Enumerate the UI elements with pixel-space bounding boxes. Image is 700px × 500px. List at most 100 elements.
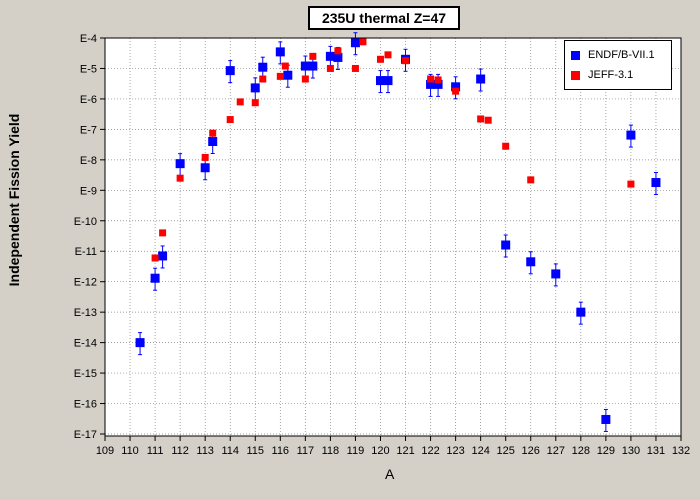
- data-point: [576, 307, 586, 317]
- data-point: [402, 57, 410, 65]
- x-tick-label: 109: [96, 445, 114, 457]
- legend-swatch-endf: [571, 50, 580, 60]
- x-tick-label: 110: [121, 445, 139, 457]
- y-tick-label: E-14: [74, 338, 97, 350]
- data-point: [200, 163, 210, 173]
- x-tick-label: 115: [246, 445, 264, 457]
- plot-area: [105, 38, 681, 436]
- y-tick-label: E-7: [80, 124, 97, 136]
- data-point: [208, 137, 218, 147]
- y-tick-label: E-10: [74, 216, 97, 228]
- data-point: [501, 240, 511, 250]
- data-point: [226, 116, 234, 124]
- data-point: [325, 51, 335, 61]
- y-tick-label: E-8: [80, 155, 97, 167]
- y-axis-label: Independent Fission Yield: [6, 113, 22, 287]
- data-point: [452, 87, 460, 95]
- data-point: [451, 82, 461, 92]
- data-point: [135, 338, 145, 348]
- y-tick-label: E-6: [80, 94, 97, 106]
- data-point: [201, 153, 209, 161]
- legend: ENDF/B-VII.1 JEFF-3.1: [564, 40, 672, 90]
- x-tick-label: 111: [147, 445, 164, 457]
- data-point: [326, 64, 334, 72]
- data-point: [281, 62, 289, 70]
- data-point: [350, 38, 360, 48]
- data-point: [236, 98, 244, 106]
- data-point: [376, 55, 384, 63]
- data-point: [651, 178, 661, 188]
- data-point: [426, 79, 436, 89]
- x-tick-label: 117: [297, 445, 315, 457]
- data-point: [383, 76, 393, 86]
- x-tick-label: 122: [421, 445, 439, 457]
- data-point: [150, 273, 160, 283]
- data-point: [175, 159, 185, 169]
- data-point: [384, 51, 392, 59]
- data-point: [484, 116, 492, 124]
- data-point: [225, 66, 235, 76]
- data-point: [251, 99, 259, 107]
- data-point: [283, 70, 293, 80]
- y-tick-label: E-4: [80, 33, 97, 45]
- y-tick-label: E-9: [80, 185, 97, 197]
- data-point: [151, 254, 159, 262]
- x-tick-label: 123: [446, 445, 464, 457]
- data-point: [259, 75, 267, 83]
- legend-item-jeff: JEFF-3.1: [571, 69, 633, 81]
- data-point: [301, 75, 309, 83]
- y-tick-label: E-12: [74, 277, 97, 289]
- y-tick-label: E-13: [74, 307, 97, 319]
- data-point: [359, 38, 367, 46]
- y-tick-label: E-11: [75, 246, 97, 258]
- y-tick-label: E-17: [74, 429, 97, 441]
- chart-title: 235U thermal Z=47: [308, 6, 460, 30]
- x-tick-label: 124: [471, 445, 489, 457]
- legend-swatch-jeff: [571, 70, 580, 80]
- y-axis-ticks: E-4 E-5 E-6 E-7 E-8 E-9 E-10 E-11 E-12 E-13 E-14 E-…: [74, 33, 105, 441]
- data-point: [333, 52, 343, 62]
- data-point: [158, 251, 168, 261]
- legend-label-endf: ENDF/B-VII.1: [588, 49, 655, 61]
- data-point: [308, 61, 318, 71]
- legend-label-jeff: JEFF-3.1: [588, 69, 634, 81]
- data-point: [276, 72, 284, 80]
- data-point: [375, 76, 385, 86]
- data-point: [502, 142, 510, 150]
- x-tick-label: 118: [322, 445, 340, 457]
- y-tick-label: E-5: [80, 63, 97, 75]
- data-point: [477, 115, 485, 123]
- y-tick-label: E-16: [74, 399, 97, 411]
- x-axis-label: A: [385, 466, 395, 482]
- series-jeff: [151, 38, 635, 262]
- x-tick-label: 130: [622, 445, 640, 457]
- data-point: [258, 62, 268, 72]
- data-point: [434, 76, 442, 84]
- x-tick-label: 112: [171, 445, 189, 457]
- data-point: [627, 180, 635, 188]
- data-point: [476, 74, 486, 84]
- x-tick-label: 132: [672, 445, 690, 457]
- x-tick-label: 127: [547, 445, 565, 457]
- data-point: [159, 229, 167, 237]
- data-point: [527, 176, 535, 184]
- x-tick-label: 121: [396, 445, 414, 457]
- y-tick-label: E-15: [74, 368, 97, 380]
- data-series: [135, 32, 661, 432]
- x-axis-ticks: 109 110 111 112 113 114 115 116 117 118 119 120 121 1…: [96, 436, 690, 457]
- x-tick-label: 119: [347, 445, 365, 457]
- data-point: [433, 79, 443, 89]
- x-tick-label: 116: [272, 445, 290, 457]
- x-tick-label: 113: [196, 445, 214, 457]
- data-point: [334, 47, 342, 55]
- x-tick-label: 125: [497, 445, 515, 457]
- data-point: [275, 47, 285, 57]
- data-point: [551, 269, 561, 279]
- data-point: [601, 414, 611, 424]
- data-point: [300, 61, 310, 71]
- data-point: [526, 257, 536, 267]
- legend-item-endf: ENDF/B-VII.1: [571, 49, 655, 61]
- data-point: [176, 174, 184, 182]
- data-point: [250, 83, 260, 93]
